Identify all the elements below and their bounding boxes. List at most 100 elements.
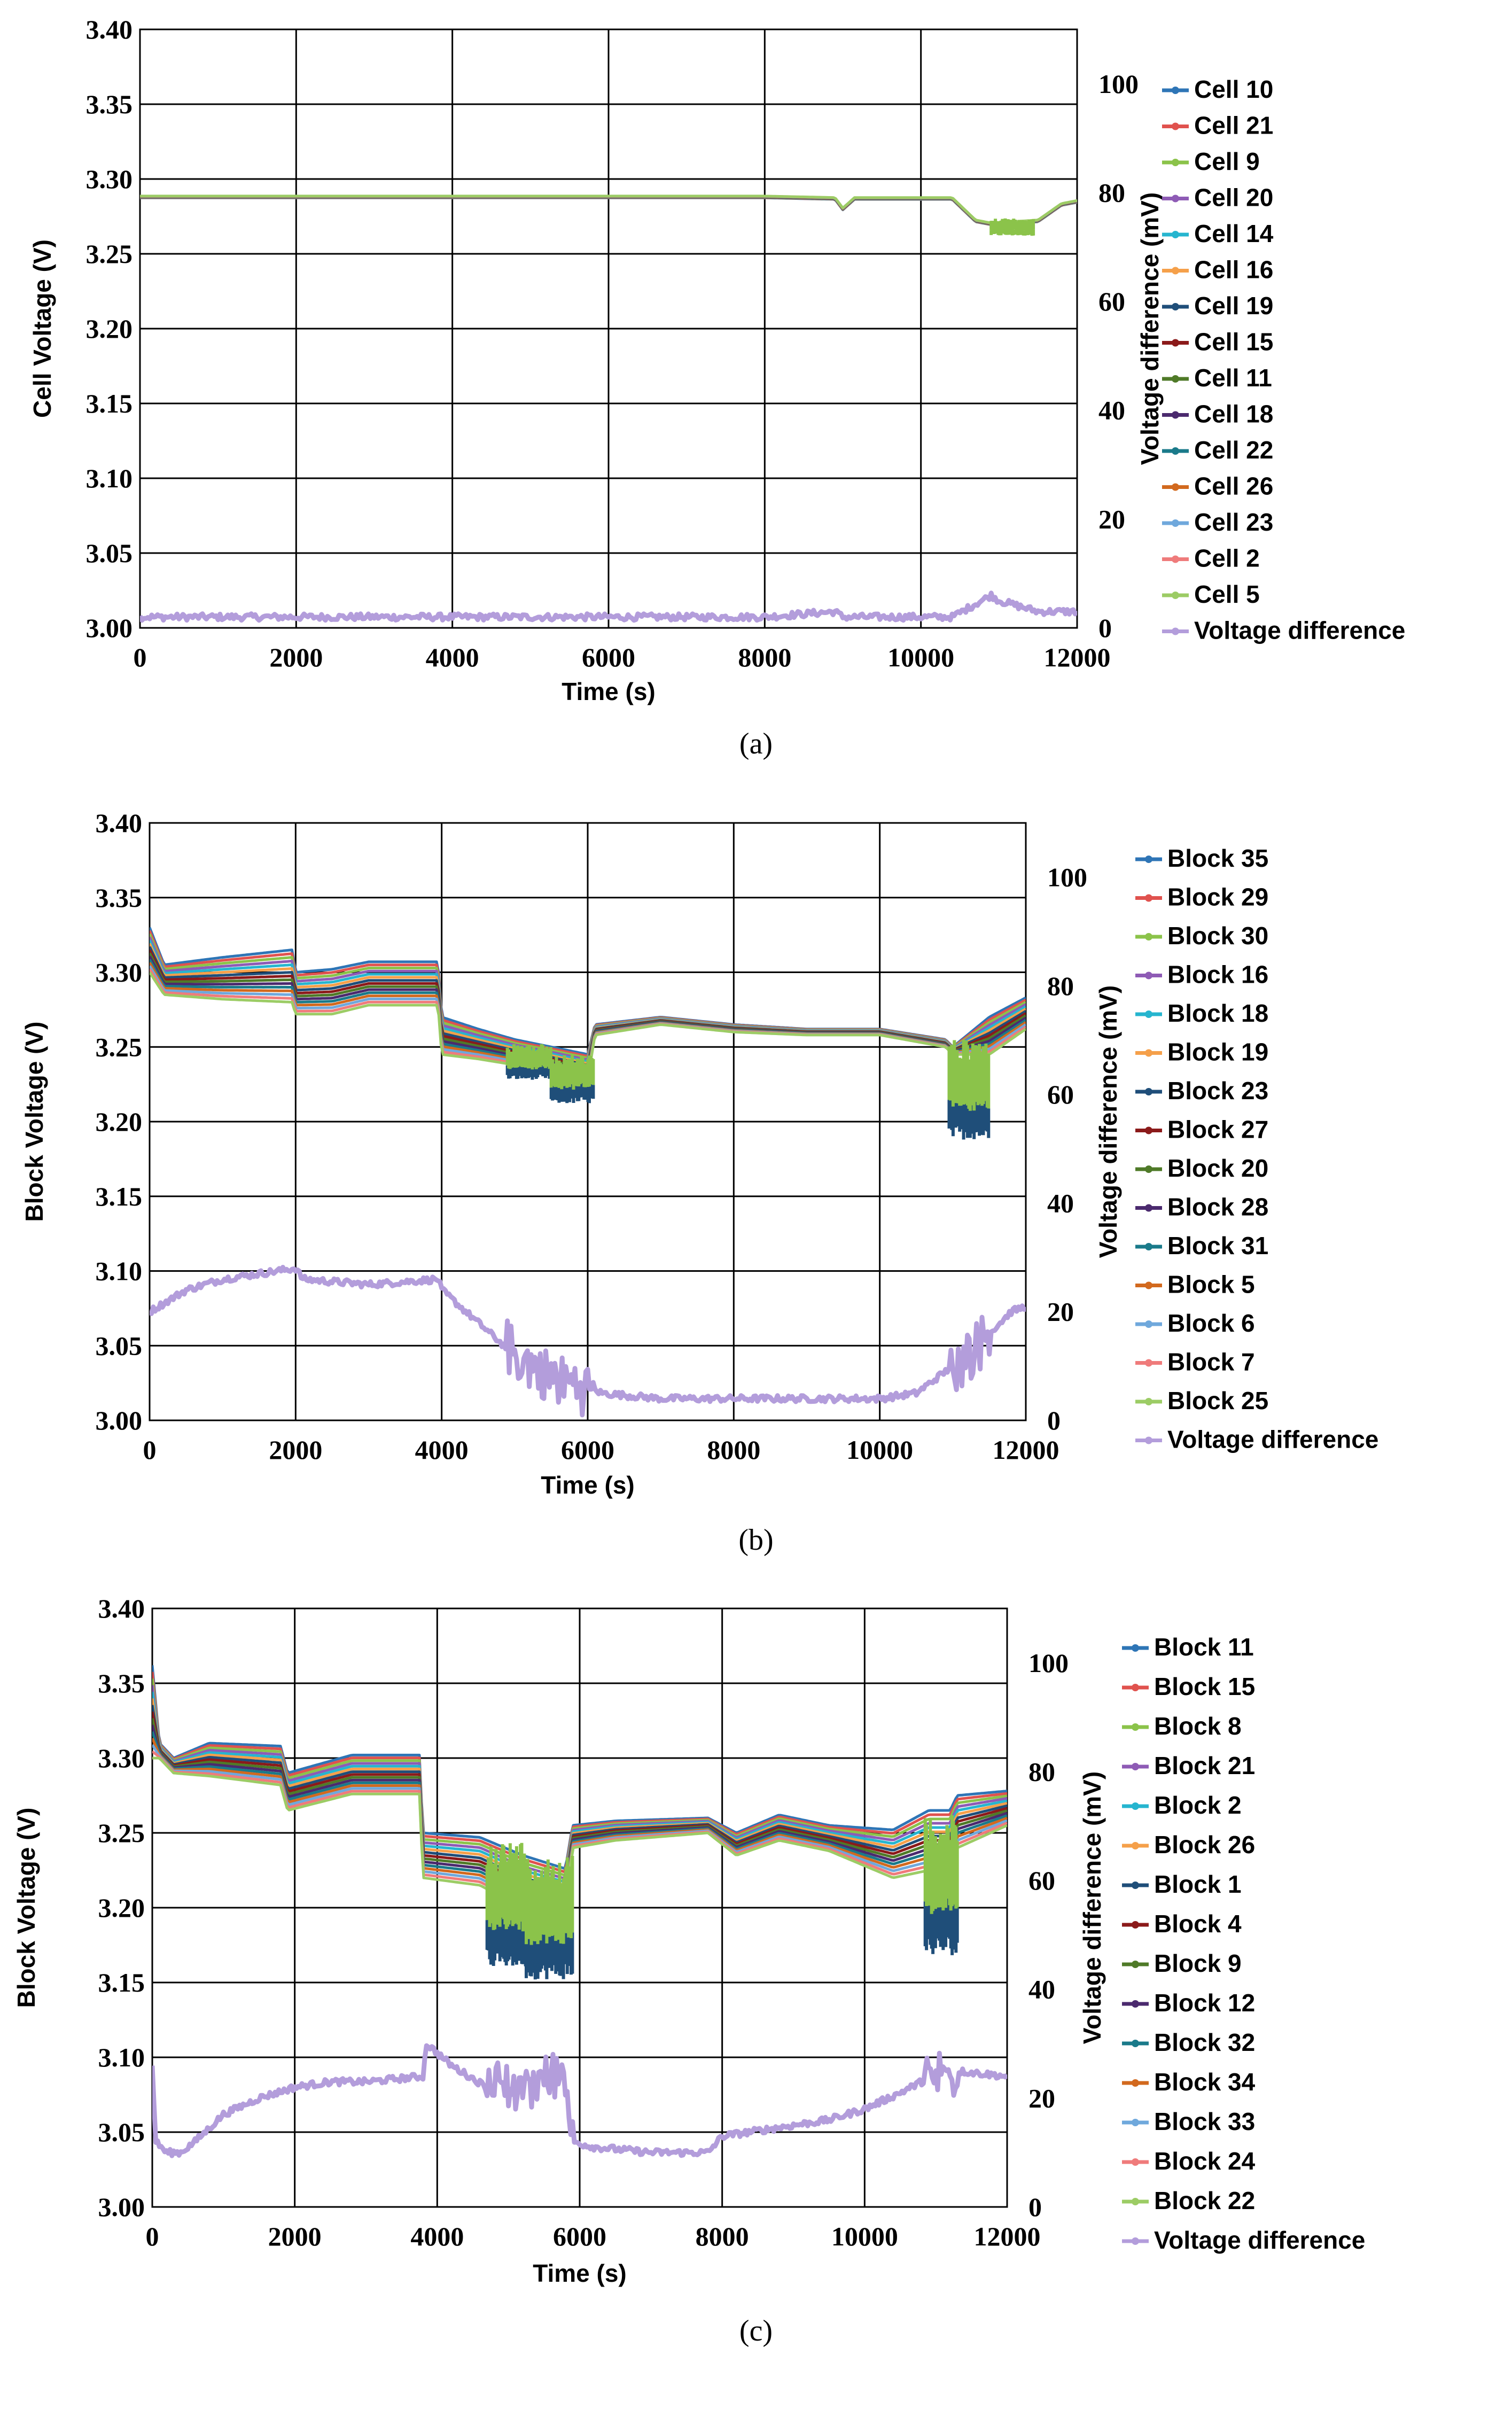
- y-tick-label: 3.40: [86, 14, 133, 44]
- legend-label: Block 19: [1167, 1038, 1268, 1066]
- legend-item: Block 27: [1135, 1116, 1268, 1144]
- legend-label: Block 12: [1154, 1989, 1255, 2017]
- legend-label: Block 27: [1167, 1116, 1268, 1144]
- band-upper-hatch: [485, 1843, 527, 1932]
- y-tick-label: 3.05: [86, 538, 133, 568]
- y2-tick-label: 40: [1098, 395, 1125, 425]
- band-lower-hatch: [505, 1064, 552, 1080]
- legend-marker: [1132, 1882, 1139, 1889]
- legend-marker: [1145, 856, 1152, 863]
- legend-item: Block 9: [1122, 1949, 1242, 1977]
- legend-marker: [1132, 1842, 1139, 1849]
- y-axis-label: Cell Voltage (V): [28, 239, 56, 418]
- x-tick-label: 4000: [410, 2221, 464, 2251]
- oscillation-band: [549, 1055, 595, 1103]
- x-tick-label: 10000: [846, 1435, 913, 1465]
- legend-item: Block 20: [1135, 1154, 1268, 1182]
- legend-marker: [1145, 1049, 1152, 1057]
- band-upper-hatch: [549, 1055, 595, 1090]
- series-line-block-34: [152, 1737, 1007, 1907]
- legend-marker: [1132, 1802, 1139, 1810]
- legend-label: Block 9: [1154, 1949, 1242, 1977]
- legend: Cell 10 Cell 21 Cell 9 Cell 20 Cell 14 Cell 1…: [1162, 75, 1405, 644]
- legend-item: Block 32: [1122, 2028, 1255, 2056]
- band-upper-hatch: [989, 218, 1035, 231]
- legend-marker: [1172, 122, 1179, 130]
- series-line-block-1: [152, 1705, 1007, 1890]
- x-axis-label: Time (s): [562, 678, 656, 705]
- legend-item: Block 22: [1122, 2187, 1255, 2214]
- series-line-block-26: [152, 1698, 1007, 1887]
- legend-item: Cell 2: [1162, 545, 1260, 572]
- oscillation-band: [525, 1856, 574, 1980]
- legend-item: Cell 22: [1162, 436, 1273, 464]
- legend-item: Block 2: [1122, 1791, 1242, 1819]
- legend-label: Block 21: [1154, 1752, 1255, 1779]
- y-tick-label: 3.20: [96, 1107, 143, 1137]
- legend-label: Block 4: [1154, 1910, 1242, 1938]
- chart-panel-a: 3.00 3.05 3.10 3.15 3.20 3.25 3.30 3.35 3.40 0 20 4…: [28, 14, 1405, 760]
- legend-label: Cell 18: [1194, 400, 1273, 428]
- series-line-voltage-difference: [150, 1265, 1026, 1418]
- legend-label: Cell 22: [1194, 436, 1273, 464]
- band-upper-hatch: [947, 1039, 991, 1111]
- y-tick-label: 3.00: [86, 613, 133, 643]
- legend-marker: [1132, 2000, 1139, 2008]
- x-tick-label: 12000: [1044, 642, 1111, 672]
- legend-marker: [1132, 2237, 1139, 2245]
- legend-label: Block 34: [1154, 2068, 1256, 2096]
- y-axis-label: Block Voltage (V): [20, 1022, 48, 1222]
- legend-item: Block 7: [1135, 1348, 1255, 1376]
- y-tick-label: 3.35: [86, 89, 133, 119]
- legend-item: Block 5: [1135, 1271, 1255, 1299]
- series-line-block-11: [152, 1665, 1007, 1870]
- legend-label: Block 1: [1154, 1870, 1242, 1898]
- legend-label: Cell 14: [1194, 220, 1274, 247]
- series-line-block-8: [152, 1678, 1007, 1877]
- legend-label: Block 25: [1167, 1387, 1268, 1414]
- panel-caption: (c): [739, 2314, 773, 2347]
- x-tick-label: 6000: [582, 642, 635, 672]
- legend-item: Block 18: [1135, 999, 1268, 1027]
- legend-item: Block 28: [1135, 1193, 1268, 1221]
- y2-tick-label: 60: [1028, 1865, 1055, 1895]
- y2-tick-label: 80: [1028, 1756, 1055, 1786]
- y2-tick-label: 80: [1098, 177, 1125, 207]
- y-tick-label: 3.20: [98, 1893, 145, 1923]
- x-axis-label: Time (s): [541, 1471, 635, 1499]
- legend-marker: [1132, 2158, 1139, 2166]
- legend-marker: [1172, 519, 1179, 527]
- legend-label: Block 29: [1167, 883, 1268, 911]
- oscillation-band: [989, 218, 1035, 236]
- legend-label: Block 26: [1154, 1831, 1255, 1859]
- y-tick-label: 3.15: [86, 388, 133, 418]
- legend-marker: [1132, 1921, 1139, 1929]
- y-tick-label: 3.15: [96, 1181, 143, 1211]
- legend-marker: [1132, 2119, 1139, 2126]
- x-tick-label: 0: [146, 2221, 159, 2251]
- y-tick-label: 3.10: [96, 1256, 143, 1286]
- legend-item: Block 1: [1122, 1870, 1242, 1898]
- legend-label: Block 23: [1167, 1077, 1268, 1105]
- legend-label: Block 8: [1154, 1712, 1242, 1740]
- legend-label: Voltage difference: [1154, 2226, 1365, 2254]
- x-tick-label: 2000: [268, 2221, 322, 2251]
- legend-label: Cell 20: [1194, 184, 1273, 212]
- legend-label: Block 5: [1167, 1271, 1255, 1299]
- legend-marker: [1132, 2198, 1139, 2205]
- legend-item: Block 34: [1122, 2068, 1256, 2096]
- x-tick-label: 12000: [993, 1435, 1059, 1465]
- legend-label: Block 24: [1154, 2147, 1256, 2175]
- band-lower-hatch: [485, 1914, 527, 1966]
- legend: Block 35 Block 29 Block 30 Block 16 Block 18…: [1135, 844, 1378, 1453]
- y2-tick-label: 20: [1098, 504, 1125, 534]
- legend-marker: [1172, 627, 1179, 635]
- series-line-block-22: [152, 1756, 1007, 1917]
- legend-label: Block 16: [1167, 961, 1268, 989]
- plot-frame: [139, 28, 1078, 629]
- y-tick-label: 3.05: [96, 1331, 143, 1361]
- legend-item: Cell 11: [1162, 364, 1272, 392]
- series-line-block-21: [152, 1685, 1007, 1880]
- legend-label: Block 33: [1154, 2108, 1255, 2135]
